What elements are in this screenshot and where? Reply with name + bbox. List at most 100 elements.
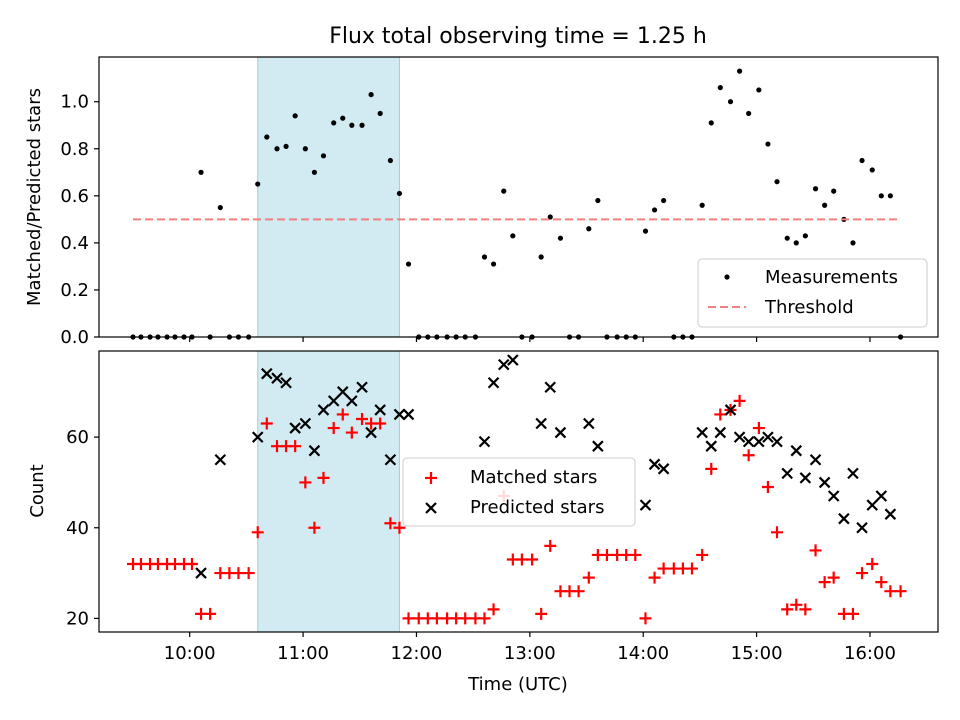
predicted-star-point: [317, 404, 330, 416]
matched-star-point: [384, 517, 397, 530]
predicted-star-point: [507, 354, 519, 366]
matched-star-point: [317, 471, 330, 484]
measurement-point: [727, 99, 734, 105]
predicted-star-point: [384, 453, 397, 466]
measurement-point: [708, 120, 714, 126]
y-tick-label: 0.0: [60, 327, 89, 348]
measurement-point: [642, 228, 649, 234]
matched-star-point: [866, 558, 879, 571]
matched-star-point: [308, 521, 321, 534]
matched-star-point: [232, 567, 245, 580]
measurement-point: [547, 214, 553, 220]
predicted-star-point: [827, 490, 840, 502]
matched-star-point: [894, 585, 907, 598]
predicted-star-point: [374, 404, 386, 416]
matched-star-point: [884, 585, 897, 598]
matched-star-point: [526, 553, 539, 566]
predicted-star-point: [261, 367, 273, 380]
x-tick-label: 10:00: [164, 643, 216, 664]
matched-star-point: [685, 562, 698, 575]
predicted-star-point: [847, 467, 859, 480]
legend-matched-marker: [425, 472, 437, 484]
x-tick-label: 11:00: [277, 643, 329, 664]
measurement-point: [255, 181, 261, 187]
predicted-star-point: [583, 417, 595, 430]
measurement-point: [292, 113, 298, 119]
measurement-point: [784, 235, 790, 241]
y-tick-label: 0.4: [60, 233, 89, 254]
legend-predicted-label: Predicted stars: [470, 497, 604, 518]
y-tick-label: 60: [66, 427, 89, 448]
measurement-point: [481, 254, 488, 260]
predicted-star-point: [809, 453, 822, 466]
measurement-point: [586, 226, 592, 232]
measurement-point: [274, 146, 280, 152]
matched-star-point: [251, 526, 264, 539]
predicted-star-point: [336, 386, 349, 398]
matched-star-point: [430, 612, 443, 625]
matched-star-point: [742, 449, 755, 462]
x-tick-label: 14:00: [617, 643, 669, 664]
matched-star-point: [771, 526, 784, 539]
y-tick-label: 0.6: [60, 186, 89, 207]
matched-star-point: [639, 612, 652, 625]
matched-star-point: [648, 571, 661, 584]
measurement-point: [320, 153, 327, 159]
measurement-point: [264, 134, 270, 140]
x-axis-label: Time (UTC): [467, 674, 568, 695]
matched-star-point: [582, 571, 595, 584]
measurement-point: [812, 186, 819, 192]
predicted-star-point: [271, 372, 283, 384]
predicted-star-point: [838, 512, 850, 525]
predicted-star-point: [393, 408, 406, 421]
bottom-y-axis-label: Count: [27, 464, 48, 517]
predicted-star-point: [657, 463, 670, 475]
predicted-star-point: [648, 458, 661, 471]
matched-star-point: [544, 539, 557, 552]
predicted-star-point: [742, 435, 755, 448]
matched-star-point: [478, 612, 491, 625]
predicted-star-point: [487, 376, 500, 389]
measurement-point: [490, 261, 497, 267]
predicted-star-point: [866, 499, 879, 511]
matched-star-point: [185, 558, 198, 571]
matched-star-point: [761, 480, 774, 493]
predicted-star-point: [875, 490, 888, 502]
matched-star-point: [260, 417, 273, 430]
top-y-axis-label: Matched/Predicted stars: [24, 88, 45, 306]
predicted-star-point: [365, 426, 377, 439]
predicted-star-point: [308, 444, 321, 457]
predicted-star-point: [639, 499, 652, 511]
predicted-star-point: [592, 440, 604, 452]
measurement-point: [405, 261, 412, 267]
bottom-legend: Matched stars Predicted stars: [402, 457, 636, 527]
bottom-marks: [127, 354, 907, 625]
measurement-point: [217, 204, 223, 211]
top-marks: [130, 68, 904, 340]
predicted-star-point: [195, 567, 207, 579]
measurement-point: [387, 157, 393, 164]
top-axes-frame: [98, 56, 939, 338]
matched-star-point: [781, 603, 794, 616]
predicted-star-point: [724, 404, 737, 416]
predicted-star-point: [696, 426, 708, 439]
predicted-star-point: [402, 408, 415, 421]
matched-star-point: [336, 408, 349, 421]
predicted-star-point: [327, 395, 340, 407]
matched-star-point: [374, 417, 387, 430]
matched-star-point: [515, 553, 528, 566]
y-tick-label: 40: [66, 518, 89, 539]
matched-star-point: [204, 607, 217, 620]
predicted-star-point: [762, 431, 774, 443]
matched-star-point: [827, 571, 840, 584]
matched-star-point: [289, 440, 302, 453]
matched-star-point: [393, 521, 406, 534]
bottom-ticks: 10:00 11:00 12:00 13:00 14:00 15:00 16:00 20 40 6…: [66, 427, 896, 664]
matched-star-point: [856, 567, 869, 580]
matched-star-point: [459, 612, 472, 625]
measurement-point: [765, 141, 771, 147]
measurement-point: [831, 188, 837, 194]
measurement-point: [878, 193, 884, 199]
measurement-point: [377, 110, 383, 117]
